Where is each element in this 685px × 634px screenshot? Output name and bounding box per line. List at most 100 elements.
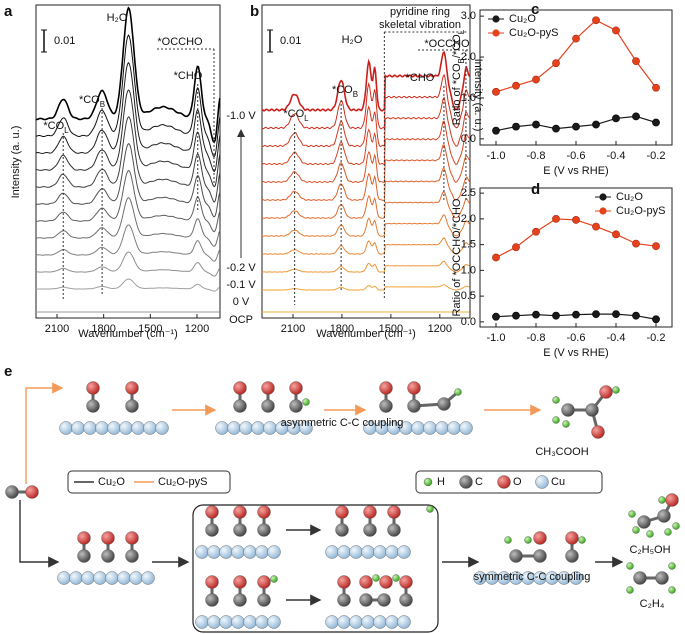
atom-Cu [129, 571, 143, 585]
scale-bar-label: 0.01 [280, 35, 301, 47]
atom-H [664, 528, 672, 536]
atom-H [302, 398, 310, 406]
atom-H [504, 536, 512, 544]
atom-C [77, 549, 91, 563]
atom-C [459, 475, 473, 489]
atom-legend-label: C [475, 476, 483, 488]
data-point [492, 126, 500, 135]
atom-H [668, 562, 676, 570]
peak-label-part: *CO [332, 84, 353, 96]
data-point [612, 310, 620, 319]
legend-label: Cu₂O [98, 476, 125, 488]
atom-C [257, 523, 271, 537]
atom-H [658, 496, 666, 504]
atom-C [335, 523, 349, 537]
peak-label: *CHO [406, 72, 435, 84]
x-tick-label: -0.4 [607, 150, 626, 162]
atom-O [335, 505, 349, 519]
atom-O [665, 493, 679, 507]
data-point [592, 120, 600, 129]
atom-Cu [215, 421, 229, 435]
x-tick-label: -0.2 [647, 150, 666, 162]
x-tick-label: -0.2 [647, 332, 666, 344]
y-axis-label: Intensity (a. u.) [10, 126, 22, 199]
atom-H [632, 526, 640, 534]
potential-label: -0.1 V [226, 279, 256, 291]
spectrum-curve [261, 191, 470, 219]
x-tick-label: -0.6 [567, 332, 586, 344]
atom-C [5, 485, 19, 499]
atom-O [233, 381, 247, 395]
spectrum-curve [261, 214, 470, 237]
peak-label-part: L [304, 114, 309, 123]
x-tick-label: 1500 [138, 323, 162, 335]
atom-O [86, 381, 100, 395]
atom-Cu [107, 421, 121, 435]
atom-Cu [373, 545, 387, 559]
spectrum-curve [35, 169, 221, 233]
peak-label-part: L [64, 126, 69, 135]
data-point [512, 81, 520, 90]
atom-C [561, 403, 575, 417]
data-point [592, 16, 600, 25]
spectrum-curve [261, 260, 470, 273]
atom-Cu [569, 571, 583, 585]
atom-O [533, 531, 547, 545]
peak-label: *OCCHO [157, 36, 203, 48]
peak-label-part: *CO [283, 108, 304, 120]
data-point [652, 315, 660, 324]
atom-Cu [435, 421, 449, 435]
spectrum-curve [35, 34, 221, 158]
peak-label: *COB [332, 84, 358, 99]
atom-Cu [227, 421, 241, 435]
atom-O [77, 531, 91, 545]
x-axis-label: E (V vs RHE) [543, 347, 608, 359]
data-point [512, 122, 520, 131]
x-tick-label: 1200 [185, 323, 209, 335]
atom-O [565, 531, 579, 545]
atom-C [86, 399, 100, 413]
y-tick-label: 3.0 [461, 10, 476, 22]
potential-label: -0.2 V [226, 262, 256, 274]
atom-O [205, 575, 219, 589]
atom-C [125, 549, 139, 563]
x-tick-label: 1200 [428, 323, 452, 335]
atom-Cu [349, 545, 363, 559]
peak-label: *COL [283, 108, 309, 123]
scheme-label: symmetric C-C coupling [474, 571, 591, 583]
legend-marker [599, 193, 607, 201]
atom-Cu [69, 571, 83, 585]
atom-C [359, 593, 373, 607]
arrow [25, 382, 64, 484]
atom-C [399, 593, 413, 607]
atom-C [407, 399, 421, 413]
spectrum-curve [35, 224, 221, 262]
atom-H [612, 386, 620, 394]
panel-label: a [4, 3, 13, 20]
atom-Cu [325, 545, 339, 559]
spectrum-curve [35, 6, 221, 144]
atom-O [289, 381, 303, 395]
legend-label: Cu₂O-pyS [158, 476, 208, 488]
atom-C [363, 523, 377, 537]
atom-Cu [263, 421, 277, 435]
atom-Cu [231, 545, 245, 559]
data-point [572, 122, 580, 131]
data-point [612, 230, 620, 239]
atom-Cu [195, 615, 209, 629]
data-point [492, 87, 500, 96]
data-point [632, 57, 640, 66]
atom-Cu [207, 615, 221, 629]
atom-O [363, 505, 377, 519]
peak-label-part: *CO [43, 120, 64, 132]
atom-Cu [219, 615, 233, 629]
peak-label: H₂O [107, 12, 128, 24]
atom-Cu [397, 545, 411, 559]
atom-Cu [219, 545, 233, 559]
y-tick-label: 2.0 [461, 213, 476, 225]
peak-label: *COB [79, 94, 105, 109]
scheme-label: asymmetric C-C coupling [281, 417, 404, 429]
atom-Cu [267, 615, 281, 629]
x-tick-label: -1.0 [487, 332, 506, 344]
product-label: CH₃COOH [535, 446, 588, 458]
